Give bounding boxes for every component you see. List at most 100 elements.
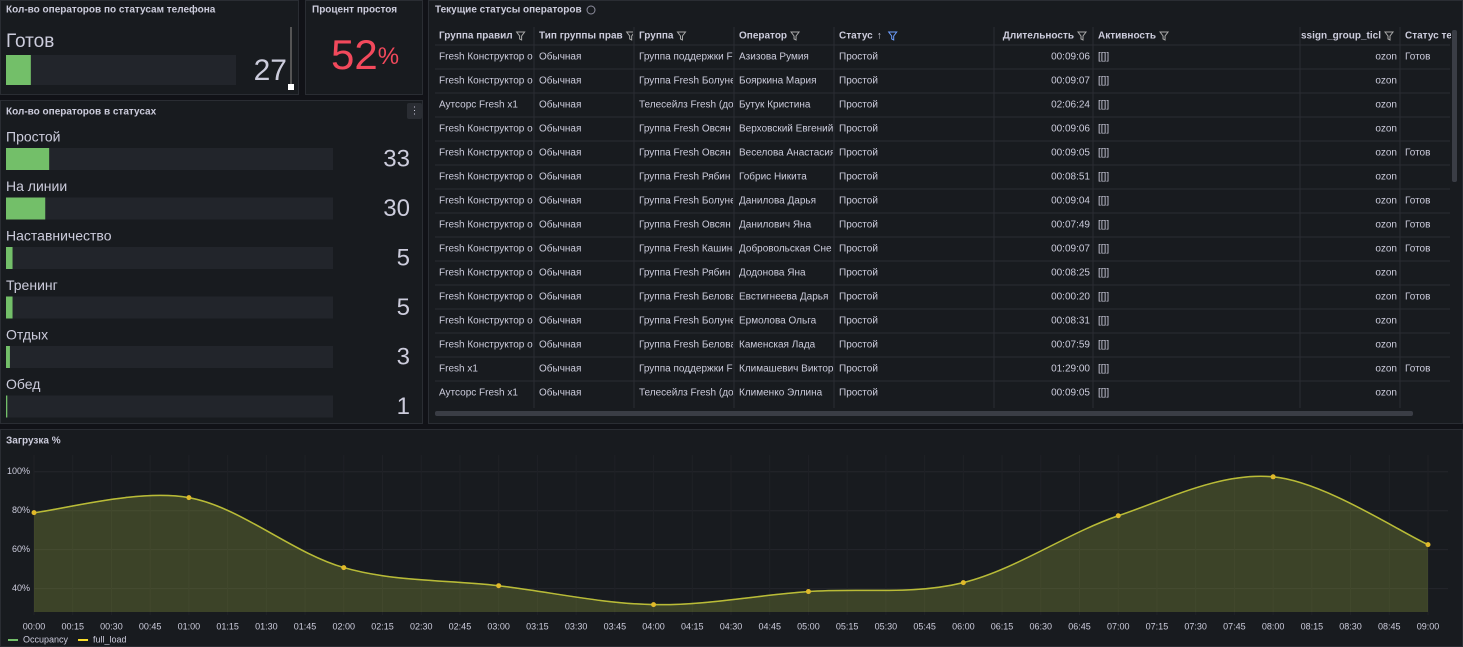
table-cell: [[]] [1098, 172, 1109, 183]
gauge-track [6, 55, 236, 85]
table-cell: Веселова Анастасия [739, 148, 835, 159]
x-tick-label: 02:15 [371, 621, 394, 631]
table-cell: Простой [839, 268, 878, 279]
table-cell: Простой [839, 196, 878, 207]
table-cell: 00:09:07 [1051, 76, 1090, 87]
table-cell: Телесейлз Fresh (до [639, 100, 734, 111]
point [1115, 513, 1121, 519]
point [805, 589, 811, 595]
gauge-track [6, 296, 333, 319]
table-cell: [[]] [1098, 340, 1109, 351]
column-header: assign_group_ticl [1295, 31, 1381, 42]
table-cell: Fresh Конструктор о [439, 196, 533, 207]
table-cell: Готов [1405, 364, 1430, 375]
filter-icon [790, 31, 801, 41]
menu-button[interactable] [407, 103, 422, 119]
table-cell: Додонова Яна [739, 268, 806, 279]
table-cell: Fresh Конструктор о [439, 268, 533, 279]
idle-number: 52 [331, 31, 378, 78]
gauge-value: 27 [254, 54, 287, 87]
gauge-bar [6, 197, 46, 220]
table-cell: [[]] [1098, 52, 1109, 63]
table-cell: Fresh Конструктор о [439, 220, 533, 231]
gauge-value: 5 [397, 294, 410, 321]
table-cell: Готов [1405, 52, 1430, 63]
filter-icon [887, 31, 898, 41]
table-cell: [[]] [1098, 76, 1109, 87]
table-cell: Простой [839, 340, 878, 351]
table-cell: Fresh Конструктор о [439, 76, 533, 87]
gauge-value: 33 [383, 145, 410, 172]
panel-title: Кол-во операторов по статусам телефона [6, 4, 216, 16]
table-cell: [[]] [1098, 196, 1109, 207]
point [651, 602, 657, 608]
table-cell: Fresh Конструктор о [439, 292, 533, 303]
table-cell: ozon [1375, 388, 1397, 399]
filter-icon [1159, 31, 1170, 41]
gauge-bar [6, 247, 13, 269]
table-cell: Климашевич Виктор [739, 364, 834, 375]
table-cell: Обычная [539, 123, 581, 135]
table-cell: Телесейлз Fresh (до [639, 388, 734, 399]
x-tick-label: 08:15 [1301, 621, 1324, 631]
column: Группа правил Fresh Конструктор о Fresh Ко… [439, 31, 533, 399]
x-tick-label: 05:45 [913, 621, 936, 631]
column: Статус ↑ Простой Простой Простой Простой Прост… [839, 31, 898, 399]
scrollbar[interactable] [435, 411, 1413, 416]
filter-icon [515, 31, 526, 41]
panel-title: Текущие статусы операторов [435, 5, 582, 16]
table-cell: Fresh Конструктор о [439, 124, 533, 135]
table-cell: Готов [1405, 292, 1430, 303]
table-cell: Верховский Евгений [739, 124, 833, 135]
table-cell: Данилович Яна [739, 220, 812, 231]
table-cell: Простой [839, 172, 878, 183]
column-header: Оператор [739, 31, 787, 42]
table-cell: [[]] [1098, 364, 1109, 375]
table-cell: Fresh Конструктор о [439, 340, 533, 351]
table-cell: Каменская Лада [739, 340, 816, 351]
table-cell: 00:09:07 [1051, 244, 1090, 255]
column-header: Тип группы прав [539, 31, 623, 42]
panel-title: Загрузка % [6, 436, 61, 447]
x-tick-label: 00:45 [139, 621, 162, 631]
table-cell: [[]] [1098, 388, 1109, 399]
table-cell: Fresh Конструктор о [439, 52, 533, 63]
x-tick-label: 01:30 [255, 621, 278, 631]
column-header: Группа [639, 31, 674, 42]
gauge-bar [6, 346, 10, 368]
table-cell: Обычная [539, 315, 581, 327]
filter-icon [625, 31, 633, 41]
table-cell: Группа Fresh Болуне [639, 196, 736, 207]
table-cell: Евстигнеева Дарья [739, 292, 828, 303]
table-cell: Простой [839, 388, 878, 399]
point [186, 495, 192, 501]
table-cell: Обычная [539, 267, 581, 279]
table-cell: ozon [1375, 172, 1397, 183]
gauge-track [6, 247, 333, 269]
column-header: Группа правил [439, 31, 513, 42]
scroll-indicator [288, 84, 294, 90]
info-icon[interactable] [586, 5, 596, 15]
gauge-bar [6, 148, 50, 170]
scrollbar[interactable] [1452, 30, 1457, 182]
table-cell: Fresh Конструктор о [439, 148, 533, 159]
table-cell: Обычная [539, 387, 581, 399]
table-cell: ozon [1375, 220, 1397, 231]
table-cell: Fresh x1 [439, 364, 478, 375]
table-cell: Обычная [539, 243, 581, 255]
table-cell: ozon [1375, 244, 1397, 255]
table-cell: Ермолова Ольга [739, 316, 817, 327]
x-tick-label: 05:15 [836, 621, 859, 631]
x-tick-label: 00:30 [100, 621, 123, 631]
table-cell: Обычная [539, 51, 581, 63]
table-cell: 00:08:25 [1051, 268, 1090, 279]
gauge-value: 1 [397, 393, 410, 420]
table-cell: [[]] [1098, 220, 1109, 231]
x-tick-label: 08:45 [1378, 621, 1401, 631]
table-cell: [[]] [1098, 268, 1109, 279]
y-tick-label: 60% [12, 544, 30, 554]
table-cell: 00:09:06 [1051, 124, 1090, 135]
status-label: Обед [6, 376, 40, 392]
table-cell: Простой [839, 148, 878, 159]
column-header: Длительность [1003, 31, 1074, 42]
